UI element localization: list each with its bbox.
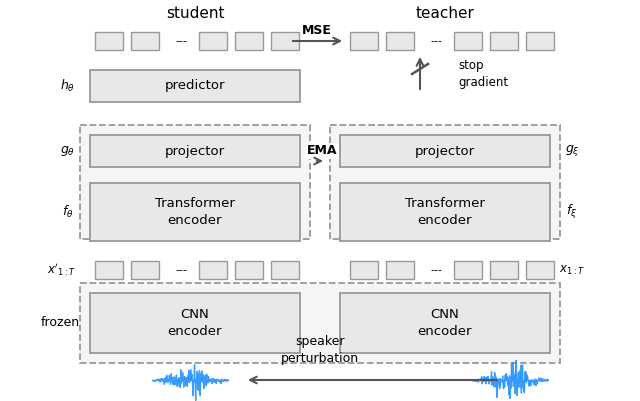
Bar (490, 261, 518, 279)
Text: $h_{\theta}$: $h_{\theta}$ (60, 78, 76, 94)
Bar (235, 32, 263, 50)
Bar (340, 293, 550, 353)
Text: $x'_{1:T}$: $x'_{1:T}$ (47, 262, 77, 278)
Bar (386, 261, 414, 279)
Bar (131, 261, 159, 279)
Text: predictor: predictor (164, 79, 225, 93)
Bar (131, 32, 159, 50)
Text: $f_{\theta}$: $f_{\theta}$ (62, 204, 74, 220)
Text: ---: --- (175, 265, 187, 275)
Text: $x_{1:T}$: $x_{1:T}$ (559, 263, 585, 277)
Bar (340, 183, 550, 241)
Text: CNN
encoder: CNN encoder (418, 308, 472, 338)
Bar (526, 261, 554, 279)
Bar (80, 125, 310, 239)
Bar (90, 135, 300, 167)
Text: stop
gradient: stop gradient (458, 59, 508, 89)
Text: EMA: EMA (307, 144, 337, 158)
Bar (235, 261, 263, 279)
Text: $f_{\xi}$: $f_{\xi}$ (566, 203, 578, 221)
Text: $g_{\theta}$: $g_{\theta}$ (60, 144, 76, 158)
Bar (350, 261, 378, 279)
Text: Transformer
encoder: Transformer encoder (155, 197, 235, 227)
Bar (386, 32, 414, 50)
Bar (350, 32, 378, 50)
Text: projector: projector (415, 144, 475, 158)
Text: ---: --- (430, 36, 442, 46)
Bar (454, 32, 482, 50)
Text: student: student (166, 6, 224, 22)
Text: $g_{\xi}$: $g_{\xi}$ (564, 144, 579, 158)
Text: CNN
encoder: CNN encoder (168, 308, 222, 338)
Bar (490, 32, 518, 50)
Text: ---: --- (175, 36, 187, 46)
Bar (340, 135, 550, 167)
Bar (90, 70, 300, 102)
Bar (454, 261, 482, 279)
Text: frozen: frozen (40, 316, 79, 330)
Bar (330, 125, 560, 239)
Text: projector: projector (165, 144, 225, 158)
Bar (199, 261, 227, 279)
Text: ---: --- (430, 265, 442, 275)
Bar (271, 32, 299, 50)
Bar (90, 183, 300, 241)
Bar (199, 32, 227, 50)
Bar (271, 261, 299, 279)
Bar (95, 261, 123, 279)
Text: teacher: teacher (415, 6, 474, 22)
Text: speaker
perturbation: speaker perturbation (281, 335, 359, 365)
Text: Transformer
encoder: Transformer encoder (405, 197, 485, 227)
Bar (90, 293, 300, 353)
Bar (95, 32, 123, 50)
Bar (526, 32, 554, 50)
Text: MSE: MSE (302, 24, 332, 38)
Bar (80, 283, 560, 363)
